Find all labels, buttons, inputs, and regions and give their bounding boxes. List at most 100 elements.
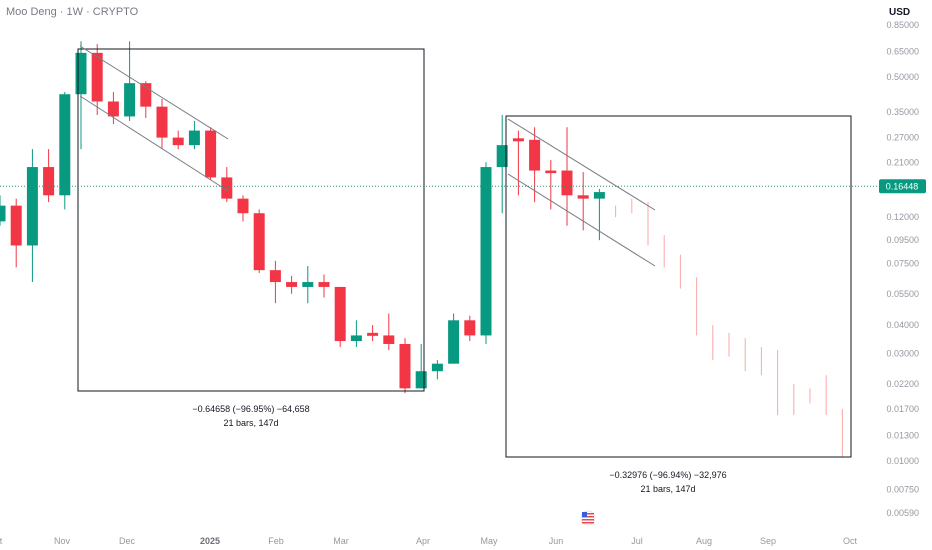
- candle-body: [431, 363, 443, 372]
- candle: [75, 41, 87, 150]
- last-price-tag-bg: [879, 179, 926, 194]
- candle-body: [496, 145, 508, 168]
- price-tick-label: 0.02200: [886, 379, 919, 389]
- price-tick-label: 0.50000: [886, 72, 919, 82]
- candle: [448, 313, 460, 364]
- candle: [545, 159, 557, 210]
- chart-symbol-title: Moo Deng · 1W · CRYPTO: [6, 6, 139, 18]
- candle: [205, 127, 217, 181]
- channel-line[interactable]: [79, 95, 229, 192]
- time-tick-label: Apr: [416, 536, 430, 546]
- candle: [124, 41, 136, 121]
- candle: [431, 360, 443, 380]
- candle-body: [561, 170, 573, 196]
- candle-body: [302, 282, 314, 287]
- measure-box[interactable]: [505, 115, 852, 458]
- candle-body: [512, 138, 524, 142]
- candle: [480, 162, 492, 344]
- candle: [107, 91, 119, 125]
- candle-body: [205, 130, 217, 178]
- candle-body: [172, 137, 184, 146]
- candle: [302, 266, 314, 304]
- candle: [237, 195, 249, 222]
- candle-body: [577, 195, 589, 199]
- price-tick-label: 0.05500: [886, 289, 919, 299]
- candle: [367, 325, 379, 342]
- candle: [59, 91, 71, 210]
- time-tick-label: Mar: [333, 536, 349, 546]
- candle: [26, 149, 38, 283]
- channel-line[interactable]: [507, 173, 656, 267]
- price-tick-label: 0.00750: [886, 484, 919, 494]
- price-tick-label: 0.09500: [886, 235, 919, 245]
- candle: [529, 127, 541, 203]
- price-tick-label: 0.01300: [886, 430, 919, 440]
- candle: [383, 313, 395, 351]
- candle-body: [529, 139, 541, 171]
- measure-label-change: −0.32976 (−96.94%) −32,976: [609, 470, 726, 480]
- candle-body: [480, 167, 492, 336]
- candle-body: [593, 192, 605, 199]
- time-tick-label: Feb: [268, 536, 284, 546]
- candle-body: [448, 320, 460, 364]
- candle-body: [415, 371, 427, 389]
- time-axis[interactable]: t Nov Dec 2025 Feb Mar Apr May Jun Jul Aug Sep Oct: [0, 536, 857, 546]
- candle: [91, 44, 103, 115]
- price-tick-label: 0.12000: [886, 212, 919, 222]
- candle: [318, 274, 330, 298]
- price-tick-label: 0.85000: [886, 20, 919, 30]
- candle-body: [26, 167, 38, 246]
- drawings-layer: −0.64658 (−96.95%) −64,658 21 bars, 147d −…: [0, 45, 878, 494]
- candle: [0, 195, 6, 226]
- candle: [253, 209, 265, 273]
- candle-body: [367, 332, 379, 336]
- measure-label-bars: 21 bars, 147d: [640, 484, 695, 494]
- candle-body: [59, 94, 71, 196]
- price-tick-label: 0.00590: [886, 508, 919, 518]
- candle: [221, 167, 233, 203]
- channel-line[interactable]: [507, 118, 656, 211]
- measure-label-change: −0.64658 (−96.95%) −64,658: [192, 404, 309, 414]
- price-tick-label: 0.21000: [886, 157, 919, 167]
- price-tick-label: 0.01700: [886, 404, 919, 414]
- candle-body: [545, 170, 557, 174]
- time-tick-label: Nov: [54, 536, 71, 546]
- candle-body: [140, 83, 152, 107]
- candle-body: [75, 52, 87, 95]
- price-tick-label: 0.07500: [886, 258, 919, 268]
- currency-label[interactable]: USD: [889, 7, 911, 18]
- measure-box[interactable]: [77, 48, 425, 392]
- candle: [512, 130, 524, 196]
- candle: [140, 81, 152, 118]
- candle: [156, 99, 168, 150]
- time-tick-label: Oct: [843, 536, 858, 546]
- us-flag-icon[interactable]: [580, 510, 596, 526]
- flag-stripe: [582, 513, 594, 515]
- candle: [43, 149, 55, 203]
- candle-body: [0, 205, 6, 222]
- candle-body: [124, 83, 136, 117]
- candle: [350, 320, 362, 347]
- time-tick-label: Jun: [549, 536, 564, 546]
- candle: [399, 338, 411, 394]
- time-tick-label: t: [0, 536, 3, 546]
- candle: [286, 275, 298, 294]
- candle-body: [334, 286, 346, 342]
- candles-layer: [0, 41, 843, 457]
- candle-body: [10, 205, 22, 246]
- candle-body: [43, 167, 55, 196]
- price-tick-label: 0.35000: [886, 107, 919, 117]
- price-tick-label: 0.27000: [886, 133, 919, 143]
- price-axis[interactable]: 0.85000 0.65000 0.50000 0.35000 0.27000 0.210…: [886, 20, 919, 518]
- time-tick-label: May: [480, 536, 498, 546]
- candle: [593, 188, 605, 241]
- candle: [188, 120, 200, 150]
- candle-body: [107, 101, 119, 117]
- channel-line[interactable]: [79, 45, 229, 140]
- price-tick-label: 0.65000: [886, 46, 919, 56]
- candle: [464, 315, 476, 342]
- candle-body: [253, 213, 265, 271]
- time-tick-label: 2025: [200, 536, 220, 546]
- candle-body: [399, 343, 411, 389]
